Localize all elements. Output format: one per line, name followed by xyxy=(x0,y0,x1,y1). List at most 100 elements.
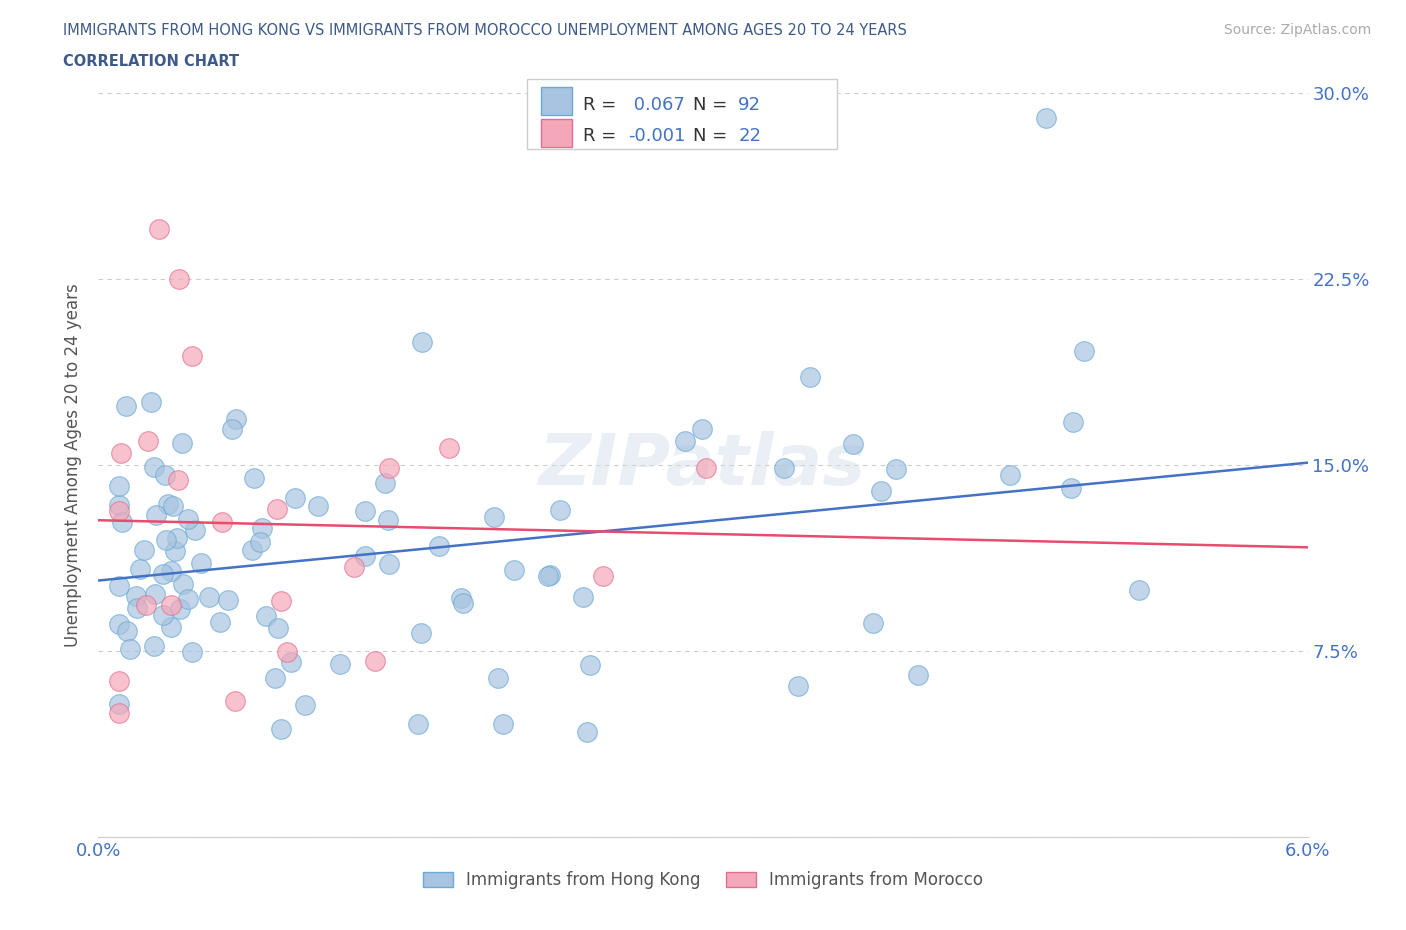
Point xyxy=(138,433,160,448)
Point xyxy=(127,601,149,616)
Point xyxy=(152,566,174,581)
Point xyxy=(450,591,472,605)
Point xyxy=(107,673,129,688)
Point xyxy=(267,621,290,636)
Point xyxy=(190,555,212,570)
Point xyxy=(374,476,396,491)
Point xyxy=(107,498,129,512)
Text: ZIPatlas: ZIPatlas xyxy=(540,431,866,499)
Point xyxy=(107,479,129,494)
Text: -0.001: -0.001 xyxy=(628,127,686,145)
Point xyxy=(294,698,316,712)
Point xyxy=(169,602,191,617)
Point xyxy=(166,530,188,545)
Point xyxy=(266,502,288,517)
Point xyxy=(1128,582,1150,597)
Point xyxy=(378,556,401,571)
Point xyxy=(690,422,713,437)
Point xyxy=(673,433,696,448)
Point xyxy=(142,459,165,474)
Point xyxy=(592,568,614,583)
Point xyxy=(167,272,190,286)
Point xyxy=(198,590,221,604)
Text: CORRELATION CHART: CORRELATION CHART xyxy=(63,54,239,69)
Text: N =: N = xyxy=(693,127,733,145)
Point xyxy=(695,460,717,475)
Point xyxy=(575,724,598,739)
Point xyxy=(869,484,891,498)
Point xyxy=(221,421,243,436)
Point xyxy=(502,562,524,577)
Point xyxy=(107,579,129,594)
Point xyxy=(411,625,433,640)
Point xyxy=(280,655,302,670)
Y-axis label: Unemployment Among Ages 20 to 24 years: Unemployment Among Ages 20 to 24 years xyxy=(63,283,82,647)
Point xyxy=(160,564,183,578)
Point xyxy=(773,460,796,475)
Point xyxy=(1060,481,1083,496)
Point xyxy=(209,615,232,630)
Point xyxy=(107,705,129,720)
Point xyxy=(264,671,287,685)
Point xyxy=(172,436,194,451)
Point xyxy=(128,561,150,576)
Point xyxy=(377,512,399,527)
Point xyxy=(249,535,271,550)
Point xyxy=(439,441,461,456)
Text: 22: 22 xyxy=(738,127,761,145)
Point xyxy=(145,508,167,523)
Point xyxy=(799,369,821,384)
Point xyxy=(486,671,509,685)
Point xyxy=(243,471,266,485)
Point xyxy=(579,658,602,672)
Point xyxy=(451,596,474,611)
Point xyxy=(1062,415,1084,430)
Point xyxy=(572,590,595,604)
Point xyxy=(1000,468,1022,483)
Point xyxy=(110,445,132,460)
Point xyxy=(537,569,560,584)
Point xyxy=(224,694,246,709)
Point xyxy=(329,657,352,671)
Point xyxy=(211,515,233,530)
Point xyxy=(250,521,273,536)
Text: 92: 92 xyxy=(738,96,761,113)
Point xyxy=(787,678,810,693)
Point xyxy=(180,349,202,364)
Point xyxy=(270,593,292,608)
Point xyxy=(139,394,162,409)
Point xyxy=(411,335,433,350)
Point xyxy=(160,598,183,613)
Point xyxy=(378,460,401,475)
Point xyxy=(862,616,884,631)
Text: IMMIGRANTS FROM HONG KONG VS IMMIGRANTS FROM MOROCCO UNEMPLOYMENT AMONG AGES 20 : IMMIGRANTS FROM HONG KONG VS IMMIGRANTS … xyxy=(63,23,907,38)
Point xyxy=(181,644,204,659)
Point xyxy=(354,549,377,564)
Point xyxy=(132,542,155,557)
Point xyxy=(172,577,194,591)
Text: N =: N = xyxy=(693,96,733,113)
Point xyxy=(177,512,200,527)
Point xyxy=(427,538,450,553)
Point xyxy=(354,503,377,518)
Text: R =: R = xyxy=(583,127,623,145)
Point xyxy=(548,503,571,518)
Text: R =: R = xyxy=(583,96,623,113)
Point xyxy=(177,592,200,607)
Point xyxy=(152,608,174,623)
Point xyxy=(125,589,148,604)
Point xyxy=(842,437,865,452)
Point xyxy=(163,544,186,559)
Text: Source: ZipAtlas.com: Source: ZipAtlas.com xyxy=(1223,23,1371,37)
Point xyxy=(107,617,129,631)
Point xyxy=(217,593,239,608)
Point xyxy=(153,468,176,483)
Point xyxy=(155,532,177,547)
Text: 0.067: 0.067 xyxy=(628,96,685,113)
Point xyxy=(143,587,166,602)
Legend: Immigrants from Hong Kong, Immigrants from Morocco: Immigrants from Hong Kong, Immigrants fr… xyxy=(416,864,990,896)
Point xyxy=(107,697,129,711)
Point xyxy=(167,472,190,487)
Point xyxy=(406,717,429,732)
Point xyxy=(111,514,134,529)
